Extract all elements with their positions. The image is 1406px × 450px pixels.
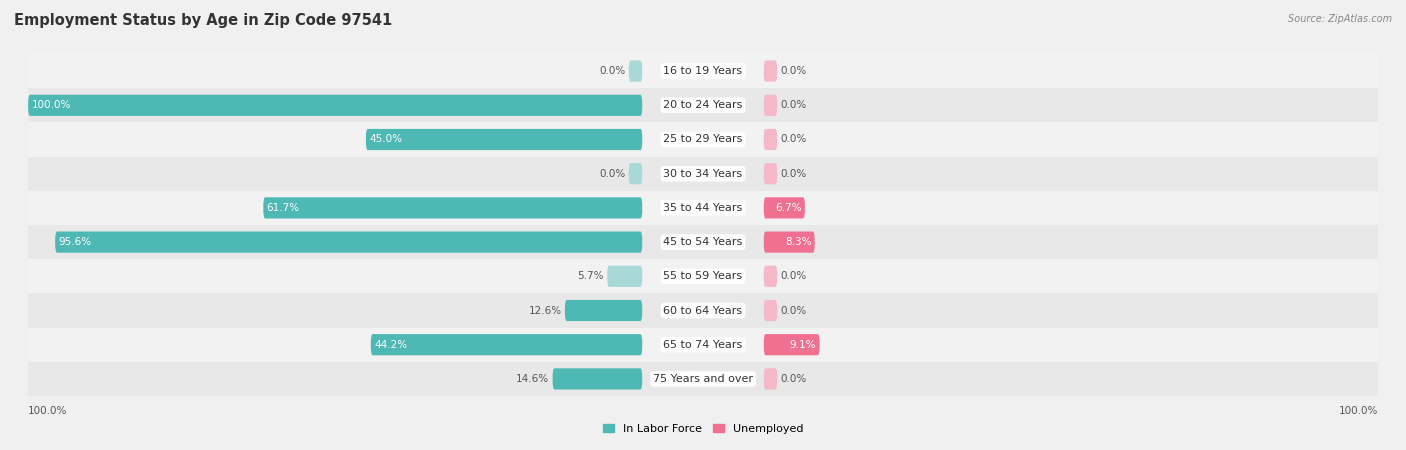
- FancyBboxPatch shape: [763, 163, 778, 184]
- FancyBboxPatch shape: [628, 163, 643, 184]
- Text: 0.0%: 0.0%: [780, 306, 807, 315]
- Text: 44.2%: 44.2%: [374, 340, 408, 350]
- FancyBboxPatch shape: [763, 94, 778, 116]
- FancyBboxPatch shape: [763, 300, 778, 321]
- Bar: [28, 54, 1378, 88]
- FancyBboxPatch shape: [371, 334, 643, 356]
- FancyBboxPatch shape: [607, 266, 643, 287]
- Text: 16 to 19 Years: 16 to 19 Years: [664, 66, 742, 76]
- FancyBboxPatch shape: [55, 231, 643, 253]
- Text: 12.6%: 12.6%: [529, 306, 561, 315]
- FancyBboxPatch shape: [763, 60, 778, 82]
- Bar: [28, 362, 1378, 396]
- Legend: In Labor Force, Unemployed: In Labor Force, Unemployed: [598, 419, 808, 438]
- Bar: [28, 225, 1378, 259]
- Text: 8.3%: 8.3%: [785, 237, 811, 247]
- Text: 0.0%: 0.0%: [599, 66, 626, 76]
- Text: 0.0%: 0.0%: [780, 66, 807, 76]
- Text: Source: ZipAtlas.com: Source: ZipAtlas.com: [1288, 14, 1392, 23]
- Text: 14.6%: 14.6%: [516, 374, 550, 384]
- Bar: [28, 293, 1378, 328]
- Text: 20 to 24 Years: 20 to 24 Years: [664, 100, 742, 110]
- Bar: [28, 157, 1378, 191]
- FancyBboxPatch shape: [565, 300, 643, 321]
- Text: 0.0%: 0.0%: [780, 169, 807, 179]
- Bar: [28, 122, 1378, 157]
- Text: 100.0%: 100.0%: [1339, 406, 1378, 416]
- Text: 100.0%: 100.0%: [31, 100, 70, 110]
- Text: 75 Years and over: 75 Years and over: [652, 374, 754, 384]
- Text: 55 to 59 Years: 55 to 59 Years: [664, 271, 742, 281]
- Bar: [28, 259, 1378, 293]
- Text: 65 to 74 Years: 65 to 74 Years: [664, 340, 742, 350]
- Bar: [28, 191, 1378, 225]
- FancyBboxPatch shape: [763, 334, 820, 356]
- Text: 0.0%: 0.0%: [780, 100, 807, 110]
- Text: 30 to 34 Years: 30 to 34 Years: [664, 169, 742, 179]
- Text: 0.0%: 0.0%: [780, 374, 807, 384]
- FancyBboxPatch shape: [763, 368, 778, 390]
- Text: 95.6%: 95.6%: [59, 237, 91, 247]
- Text: 0.0%: 0.0%: [780, 135, 807, 144]
- FancyBboxPatch shape: [763, 231, 814, 253]
- Text: 5.7%: 5.7%: [578, 271, 605, 281]
- Bar: [28, 328, 1378, 362]
- Text: 45.0%: 45.0%: [370, 135, 402, 144]
- Bar: [28, 88, 1378, 122]
- Text: 25 to 29 Years: 25 to 29 Years: [664, 135, 742, 144]
- FancyBboxPatch shape: [263, 197, 643, 219]
- Text: 100.0%: 100.0%: [28, 406, 67, 416]
- FancyBboxPatch shape: [28, 94, 643, 116]
- FancyBboxPatch shape: [366, 129, 643, 150]
- FancyBboxPatch shape: [628, 60, 643, 82]
- Text: 35 to 44 Years: 35 to 44 Years: [664, 203, 742, 213]
- Text: 6.7%: 6.7%: [775, 203, 801, 213]
- Text: 0.0%: 0.0%: [599, 169, 626, 179]
- FancyBboxPatch shape: [553, 368, 643, 390]
- Text: 9.1%: 9.1%: [790, 340, 817, 350]
- Text: 61.7%: 61.7%: [267, 203, 299, 213]
- Text: Employment Status by Age in Zip Code 97541: Employment Status by Age in Zip Code 975…: [14, 14, 392, 28]
- FancyBboxPatch shape: [763, 197, 804, 219]
- Text: 0.0%: 0.0%: [780, 271, 807, 281]
- Text: 60 to 64 Years: 60 to 64 Years: [664, 306, 742, 315]
- FancyBboxPatch shape: [763, 129, 778, 150]
- FancyBboxPatch shape: [763, 266, 778, 287]
- Text: 45 to 54 Years: 45 to 54 Years: [664, 237, 742, 247]
